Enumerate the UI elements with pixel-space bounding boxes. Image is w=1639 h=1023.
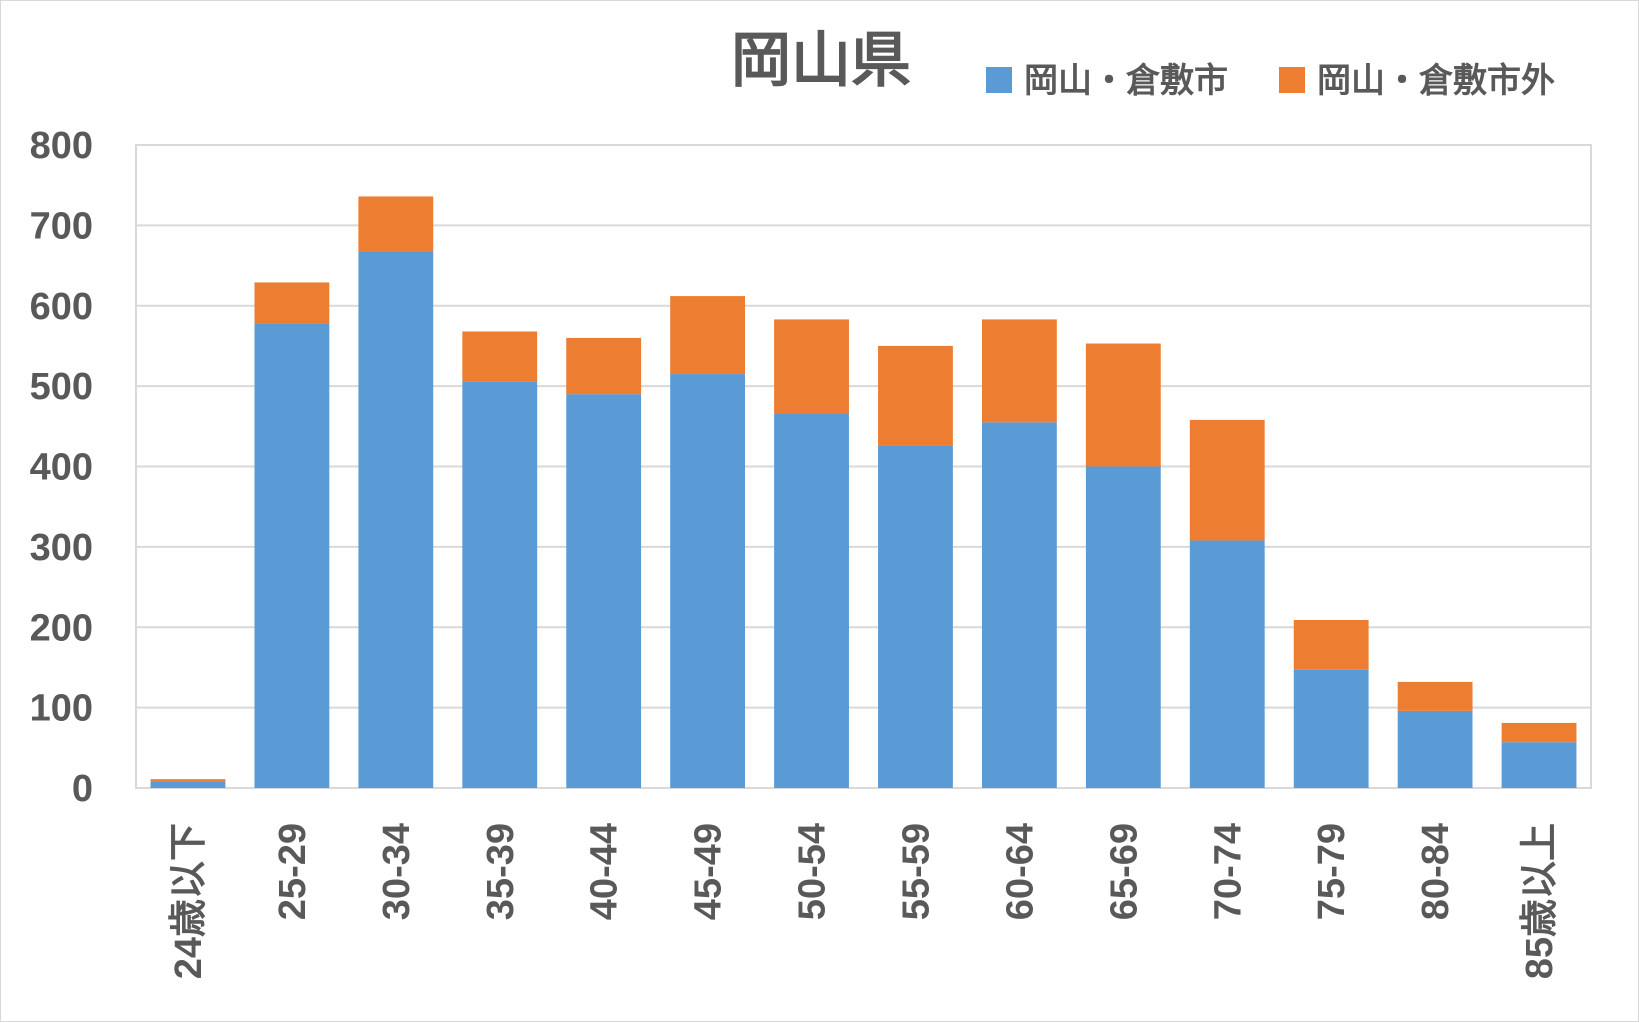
bar-segment-series-2 bbox=[1501, 722, 1577, 743]
x-tick-label: 50-54 bbox=[792, 823, 834, 920]
bar-segment-series-1 bbox=[358, 251, 434, 789]
legend-swatch bbox=[986, 67, 1012, 93]
bar-segment-series-1 bbox=[878, 445, 953, 788]
bar-segment-series-2 bbox=[774, 319, 849, 414]
x-tick-label: 75-79 bbox=[1311, 823, 1353, 920]
bar-segment-series-2 bbox=[878, 345, 953, 446]
x-tick-label: 40-44 bbox=[584, 823, 626, 920]
bar-segment-series-1 bbox=[1501, 742, 1577, 788]
y-tick-label: 800 bbox=[30, 125, 93, 167]
bar-segment-series-2 bbox=[254, 282, 330, 324]
bar-segment-series-2 bbox=[462, 331, 538, 382]
bar-segment-series-2 bbox=[358, 196, 434, 252]
bar-segment-series-1 bbox=[670, 374, 746, 788]
x-tick-label: 60-64 bbox=[999, 823, 1041, 920]
x-tick-label: 24歳以下 bbox=[168, 823, 210, 979]
bar-segment-series-2 bbox=[1397, 681, 1473, 711]
y-tick-label: 500 bbox=[30, 366, 93, 408]
y-tick-label: 200 bbox=[30, 607, 93, 649]
bar-segment-series-1 bbox=[462, 381, 538, 788]
bar-segment-series-1 bbox=[150, 781, 226, 788]
x-tick-label: 80-84 bbox=[1415, 823, 1457, 920]
x-tick-label: 35-39 bbox=[480, 823, 522, 920]
bar-segment-series-2 bbox=[1189, 419, 1265, 541]
bar-segment-series-2 bbox=[1293, 620, 1369, 670]
bar-segment-series-1 bbox=[1085, 466, 1161, 788]
x-tick-label: 45-49 bbox=[688, 823, 730, 920]
bar-segment-series-1 bbox=[566, 394, 642, 788]
y-tick-label: 400 bbox=[30, 447, 93, 489]
bar-segment-series-2 bbox=[150, 779, 226, 782]
bar-segment-series-1 bbox=[1397, 710, 1473, 788]
x-tick-label: 65-69 bbox=[1103, 823, 1145, 920]
bar-segment-series-2 bbox=[566, 337, 642, 395]
bar-segment-series-2 bbox=[670, 296, 746, 375]
y-tick-label: 0 bbox=[72, 768, 93, 810]
x-tick-label: 30-34 bbox=[376, 823, 418, 920]
y-tick-label: 300 bbox=[30, 527, 93, 569]
bar-segment-series-1 bbox=[981, 422, 1057, 788]
legend: 岡山・倉敷市 岡山・倉敷市外 bbox=[986, 61, 1555, 101]
x-tick-label: 85歳以上 bbox=[1519, 823, 1561, 979]
bar-segment-series-1 bbox=[1293, 669, 1369, 788]
bar-segment-series-1 bbox=[1189, 540, 1265, 788]
bar-segment-series-2 bbox=[981, 319, 1057, 423]
x-tick-label: 70-74 bbox=[1207, 823, 1249, 920]
legend-swatch bbox=[1279, 67, 1305, 93]
x-tick-label: 55-59 bbox=[895, 823, 937, 920]
y-tick-label: 700 bbox=[30, 205, 93, 247]
bar-segment-series-1 bbox=[774, 413, 849, 788]
legend-label: 岡山・倉敷市 bbox=[1024, 61, 1228, 101]
x-tick-label: 25-29 bbox=[272, 823, 314, 920]
bar-segment-series-2 bbox=[1085, 343, 1161, 467]
y-tick-label: 600 bbox=[30, 286, 93, 328]
legend-label: 岡山・倉敷市外 bbox=[1317, 61, 1555, 101]
chart-title: 岡山県 bbox=[731, 26, 911, 96]
bar-segment-series-1 bbox=[254, 323, 330, 788]
plot-area: 0 100 200 300 400 500 600 700 800 24歳以下 25-29 30-34… bbox=[30, 125, 1592, 979]
y-tick-label: 100 bbox=[30, 688, 93, 730]
